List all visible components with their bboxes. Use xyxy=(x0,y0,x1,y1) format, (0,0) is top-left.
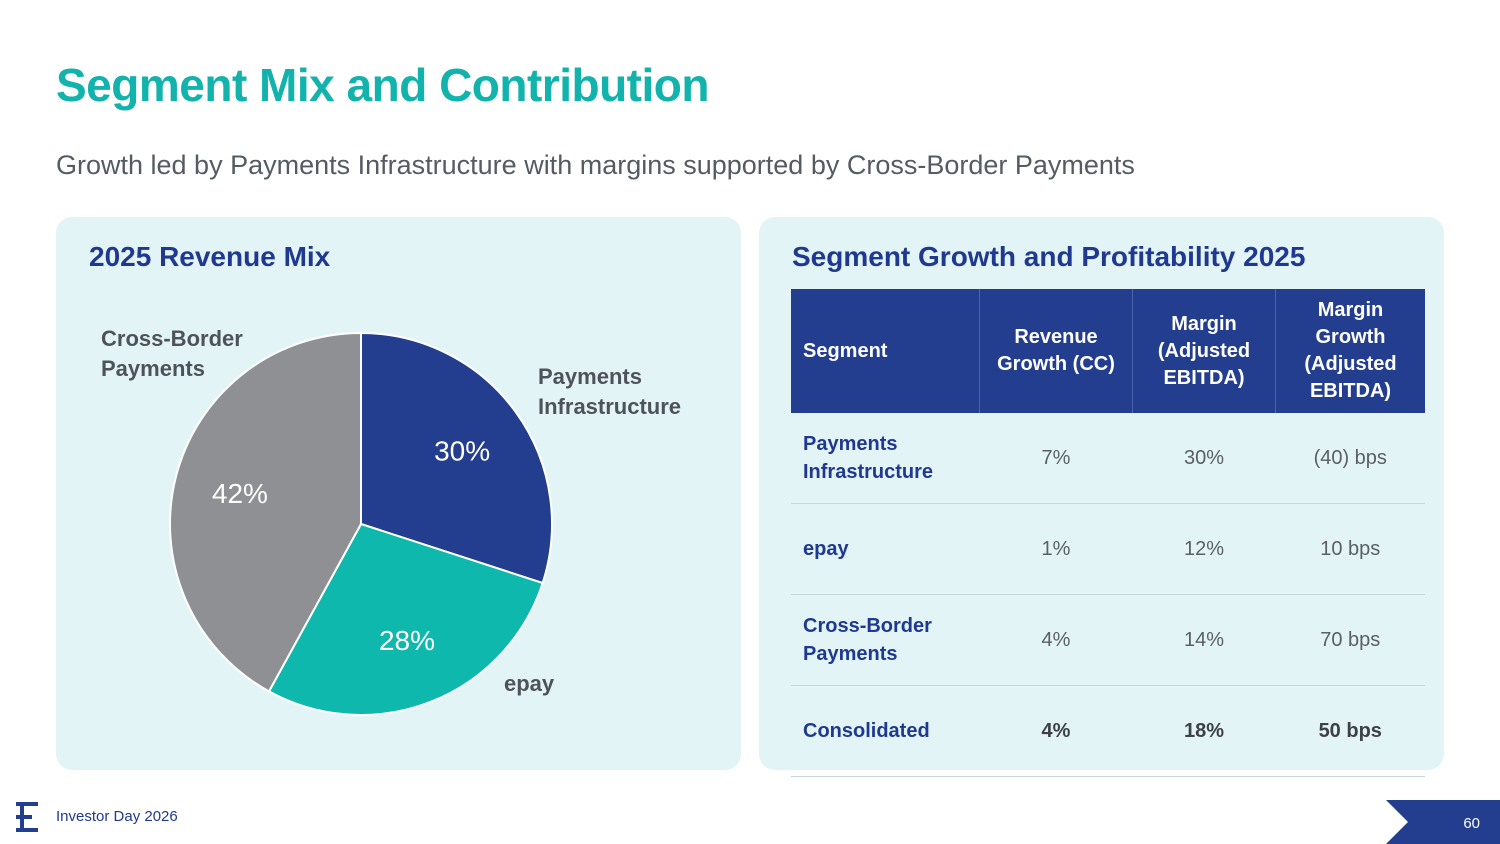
row-margin-growth: 70 bps xyxy=(1275,594,1425,686)
slice-label-cross-border-payments: Cross-Border Payments xyxy=(101,326,243,381)
row-margin: 12% xyxy=(1132,503,1276,595)
euronet-e-icon xyxy=(16,802,38,832)
header-segment: Segment xyxy=(791,289,980,413)
page-title: Segment Mix and Contribution xyxy=(56,59,709,111)
slice-label-epay: epay xyxy=(504,671,555,696)
segment-growth-card: Segment Growth and Profitability 2025 Se… xyxy=(759,217,1444,777)
page-number-tab xyxy=(1386,800,1500,844)
page-number: 60 xyxy=(1463,815,1480,832)
row-segment: Cross-Border Payments xyxy=(791,594,980,686)
slice-label-payments-infrastructure: Payments Infrastructure xyxy=(538,364,682,419)
row-segment: epay xyxy=(791,503,980,595)
row-revenue-growth: 7% xyxy=(979,413,1133,504)
segment-growth-title: Segment Growth and Profitability 2025 xyxy=(792,241,1306,272)
pie-slice-cross-border-payments xyxy=(169,331,362,693)
pie-slice-payments-infrastructure xyxy=(360,331,553,585)
footer-event-label: Investor Day 2026 xyxy=(56,808,178,825)
row-margin: 18% xyxy=(1132,685,1276,777)
table-header-row: Segment Revenue Growth (CC) Margin (Adju… xyxy=(791,289,1425,413)
table-row: epay 1% 12% 10 bps xyxy=(791,503,1425,595)
row-revenue-growth: 4% xyxy=(979,685,1133,777)
row-segment: Payments Infrastructure xyxy=(791,413,980,504)
table-row-total: Consolidated 4% 18% 50 bps xyxy=(791,685,1425,777)
row-revenue-growth: 1% xyxy=(979,503,1133,595)
row-margin: 14% xyxy=(1132,594,1276,686)
pie-slice-epay xyxy=(267,522,544,716)
table-row: Cross-Border Payments 4% 14% 70 bps xyxy=(791,594,1425,686)
header-revenue-growth: Revenue Growth (CC) xyxy=(979,289,1133,413)
row-margin-growth: (40) bps xyxy=(1275,413,1425,504)
row-revenue-growth: 4% xyxy=(979,594,1133,686)
header-margin: Margin (Adjusted EBITDA) xyxy=(1132,289,1276,413)
header-margin-growth: Margin Growth (Adjusted EBITDA) xyxy=(1275,289,1425,413)
revenue-mix-pie-chart: 30% 28% 42% xyxy=(169,331,553,716)
pie-value-label: 30% xyxy=(434,436,490,467)
revenue-mix-title: 2025 Revenue Mix xyxy=(89,241,331,272)
row-segment: Consolidated xyxy=(791,685,980,777)
table-row: Payments Infrastructure 7% 30% (40) bps xyxy=(791,413,1425,504)
row-margin: 30% xyxy=(1132,413,1276,504)
row-margin-growth: 10 bps xyxy=(1275,503,1425,595)
segment-growth-table: Segment Revenue Growth (CC) Margin (Adju… xyxy=(791,289,1425,777)
pie-value-label: 42% xyxy=(212,478,268,509)
page-subtitle: Growth led by Payments Infrastructure wi… xyxy=(56,150,1135,180)
row-margin-growth: 50 bps xyxy=(1275,685,1425,777)
pie-value-label: 28% xyxy=(379,625,435,656)
revenue-mix-card: 2025 Revenue Mix 30% 28% 42% Payments Infr… xyxy=(56,217,741,770)
